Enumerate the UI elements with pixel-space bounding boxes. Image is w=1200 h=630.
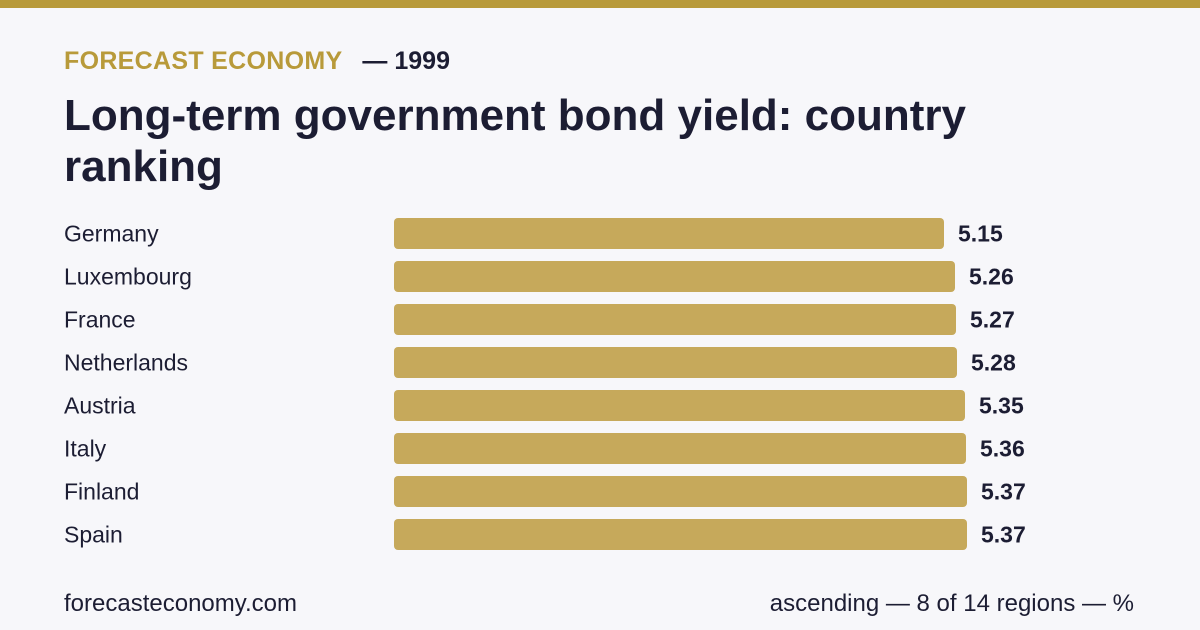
bar[interactable] [394, 390, 965, 421]
site-link[interactable]: forecasteconomy.com [64, 590, 297, 617]
bar[interactable] [394, 476, 967, 507]
category-label: Netherlands [64, 350, 188, 376]
bar[interactable] [394, 433, 966, 464]
value-label: 5.26 [969, 264, 1014, 290]
value-label: 5.36 [980, 436, 1025, 462]
value-label: 5.15 [958, 221, 1003, 247]
value-label: 5.27 [970, 307, 1015, 333]
brand-name[interactable]: FORECAST ECONOMY [64, 46, 343, 75]
chart-title: Long-term government bond yield: country… [64, 91, 967, 191]
bar[interactable] [394, 347, 957, 378]
bar[interactable] [394, 519, 967, 550]
year-label: — 1999 [362, 46, 450, 75]
category-label: France [64, 307, 136, 333]
category-label: Austria [64, 393, 136, 419]
value-label: 5.37 [981, 522, 1026, 548]
value-label: 5.35 [979, 393, 1024, 419]
value-label: 5.37 [981, 479, 1026, 505]
category-label: Spain [64, 522, 123, 548]
brand-row: FORECAST ECONOMY — 1999 [64, 44, 450, 78]
bar[interactable] [394, 218, 944, 249]
bar[interactable] [394, 304, 956, 335]
bar[interactable] [394, 261, 955, 292]
value-label: 5.28 [971, 350, 1016, 376]
sort-note: ascending — 8 of 14 regions — % [769, 590, 1134, 617]
category-label: Germany [64, 221, 159, 247]
category-label: Luxembourg [64, 264, 192, 290]
category-label: Finland [64, 479, 139, 505]
top-accent-bar [0, 0, 1200, 8]
category-label: Italy [64, 436, 107, 462]
